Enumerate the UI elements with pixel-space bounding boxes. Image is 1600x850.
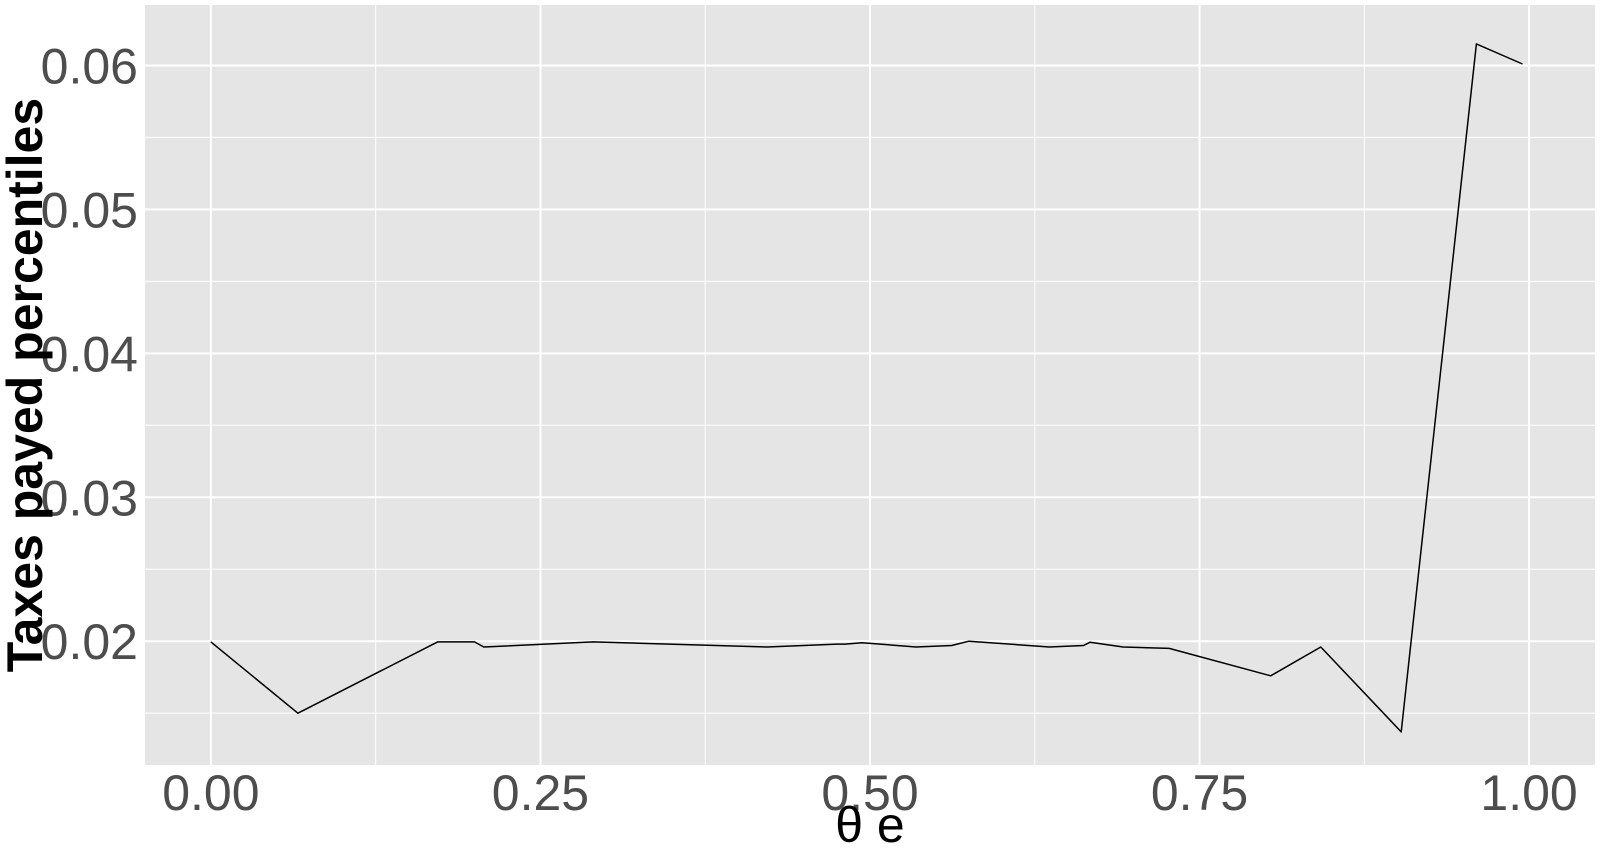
y-tick-label: 0.04 [41, 326, 138, 382]
y-tick-label: 0.03 [41, 470, 138, 526]
series-line [210, 43, 1523, 733]
y-tick-label: 0.05 [41, 182, 138, 238]
x-tick-label: 0.00 [162, 765, 259, 821]
y-axis-title: Taxes payed percentiles [0, 98, 53, 672]
x-axis-title: θ e [835, 797, 905, 850]
y-tick-label: 0.02 [41, 614, 138, 670]
series-layer [210, 43, 1523, 733]
y-axis-tick-labels: 0.02 0.03 0.04 0.05 0.06 [41, 38, 138, 670]
y-tick-label: 0.06 [41, 38, 138, 94]
x-tick-label: 0.75 [1151, 765, 1248, 821]
x-tick-label: 0.25 [492, 765, 589, 821]
x-tick-label: 1.00 [1480, 765, 1577, 821]
major-gridlines [145, 5, 1595, 765]
x-tick-label: 0.50 [821, 765, 918, 821]
x-axis-tick-labels: 0.00 0.25 0.50 0.75 1.00 [162, 765, 1578, 821]
